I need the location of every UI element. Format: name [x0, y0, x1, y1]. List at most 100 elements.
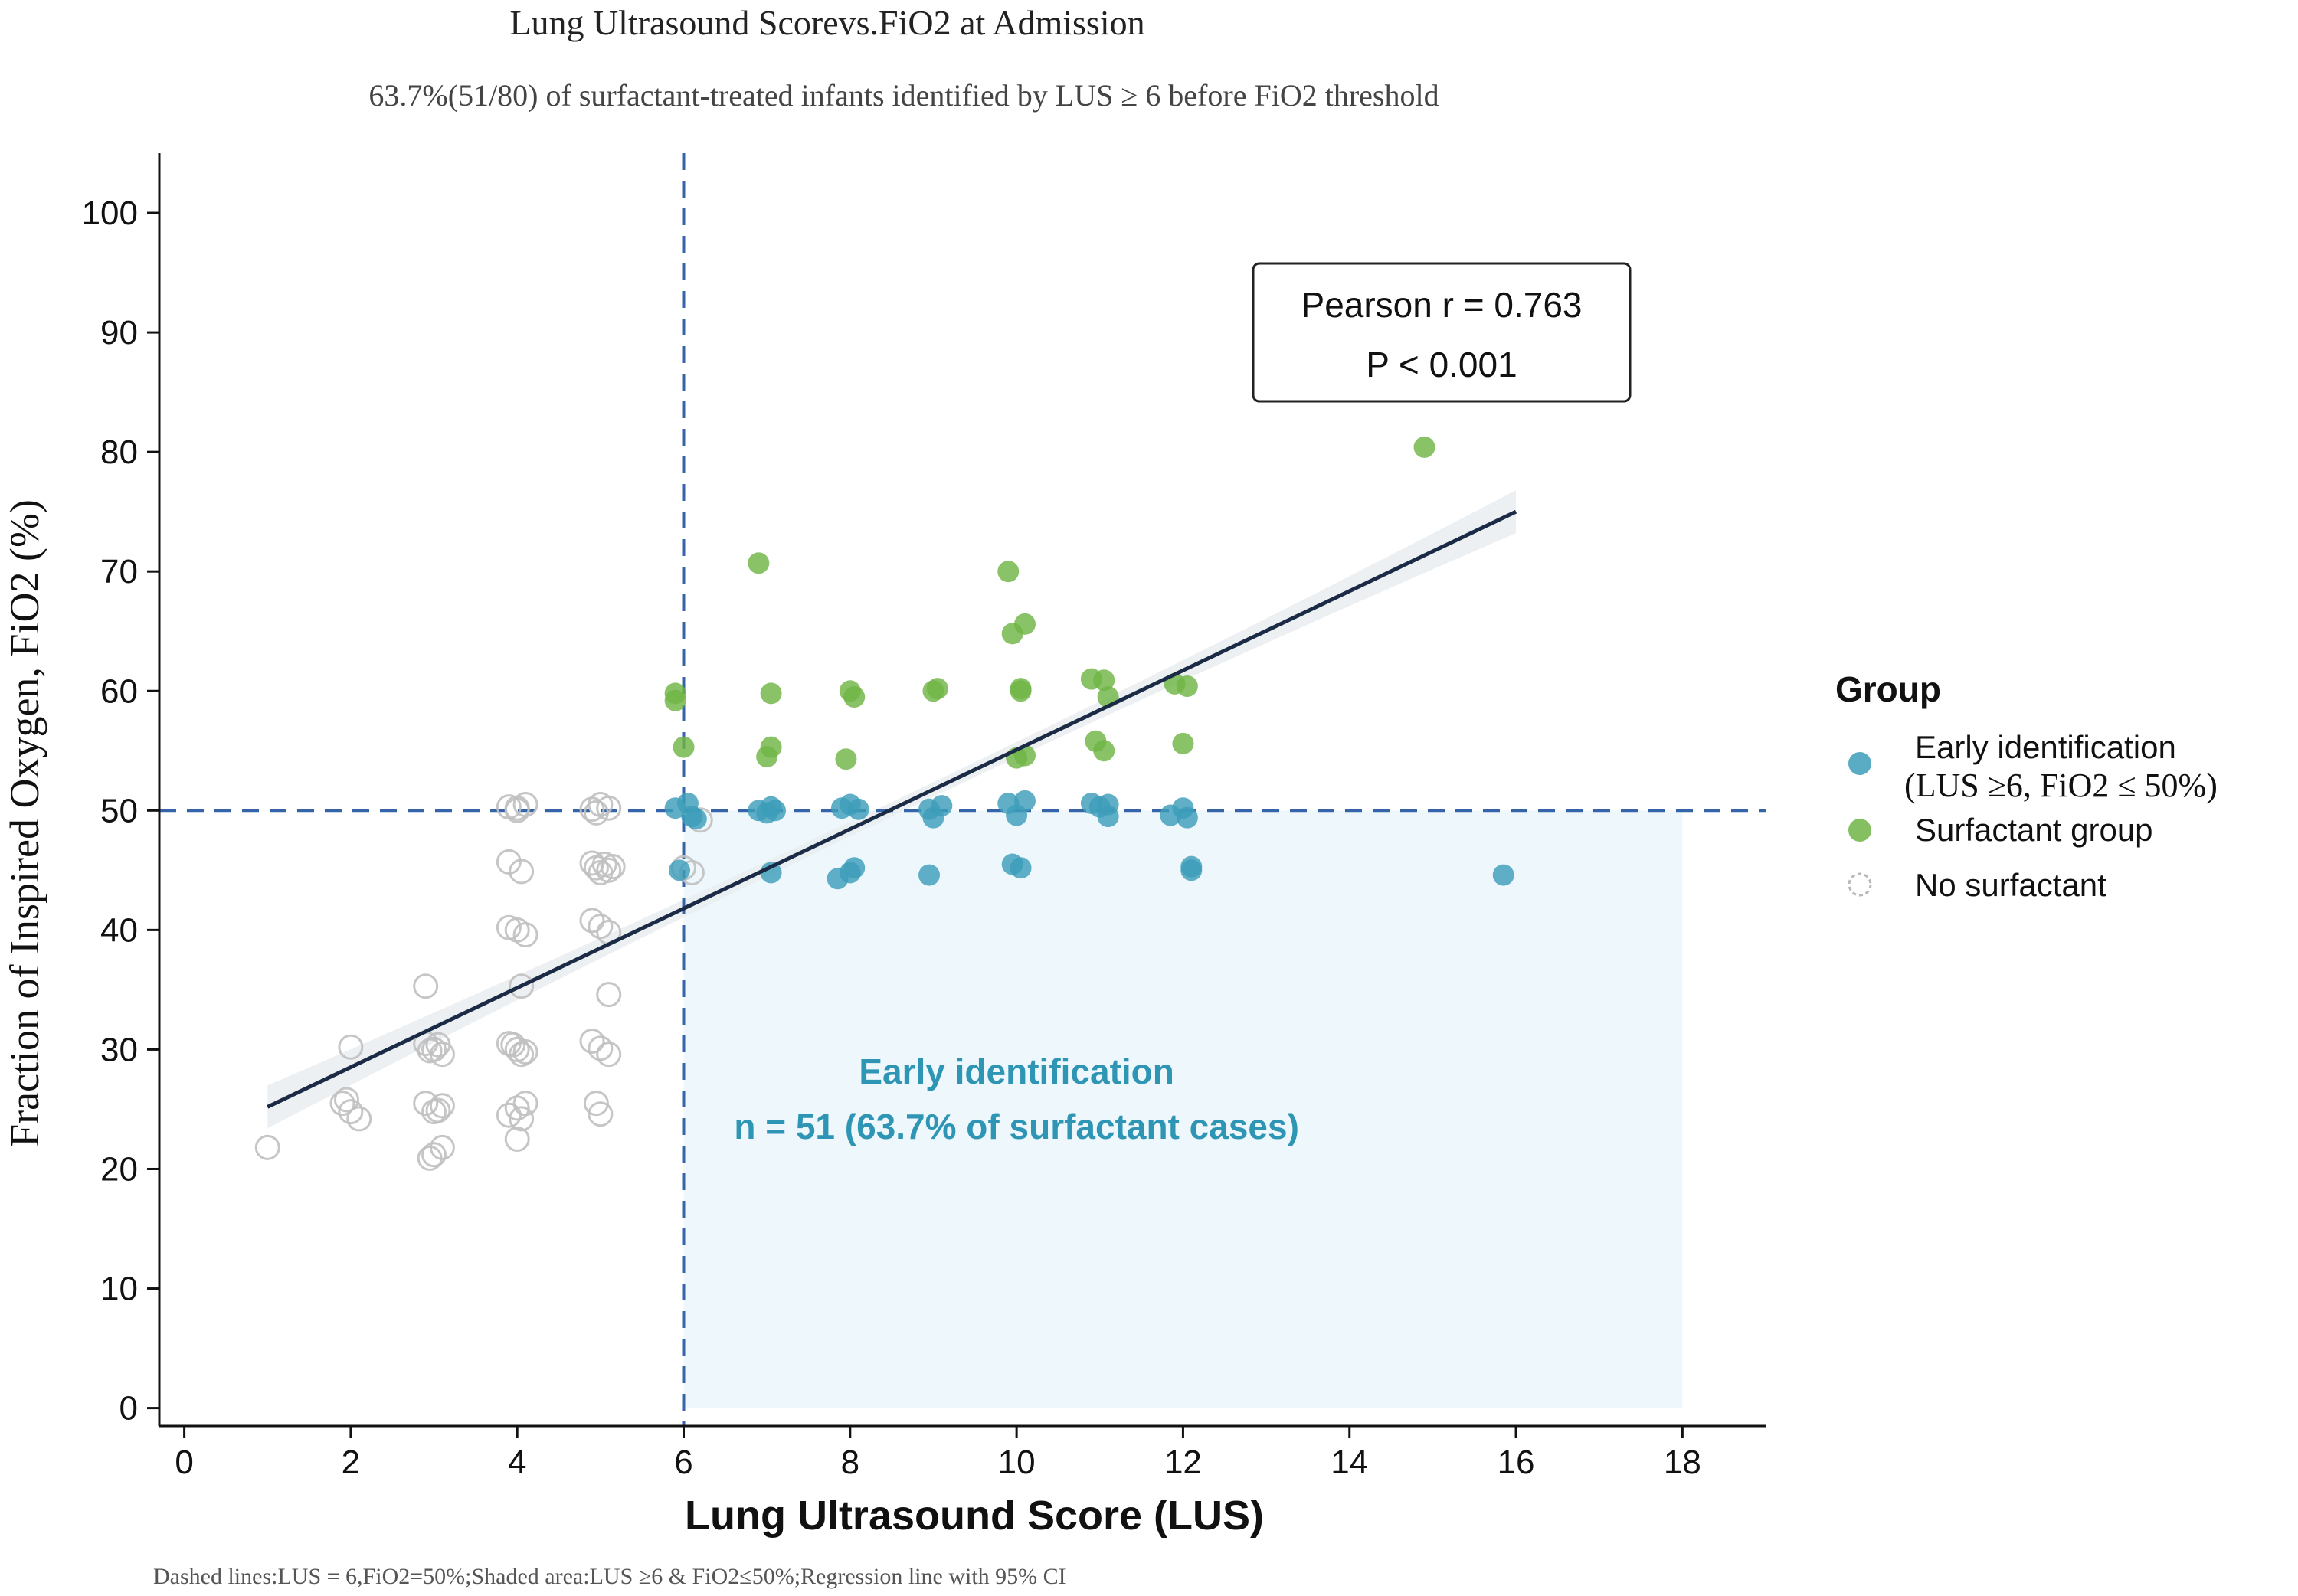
point-no-surfactant [596, 857, 622, 883]
y-tick-label: 30 [100, 1031, 138, 1068]
x-tick-label: 4 [508, 1444, 526, 1481]
x-tick-label: 2 [342, 1444, 360, 1481]
point-no-surfactant [254, 1134, 280, 1160]
point-no-surfactant [509, 1042, 535, 1068]
x-tick-label: 6 [674, 1444, 692, 1481]
point-surfactant-group [1093, 740, 1115, 762]
legend-item-early-identification: Early identification (LUS ≥6, FiO2 ≤ 50%… [1848, 729, 2218, 804]
chart-title: Lung Ultrasound Scorevs.FiO2 at Admissio… [509, 3, 1144, 42]
point-no-surfactant [500, 1032, 526, 1058]
point-no-surfactant [417, 1145, 443, 1171]
point-early-identification [843, 857, 866, 879]
point-surfactant-group [926, 678, 948, 700]
early-identification-annotation: Early identification n = 51 (63.7% of su… [734, 1051, 1299, 1146]
y-tick-label: 80 [100, 433, 138, 471]
point-early-identification [1176, 806, 1198, 829]
point-no-surfactant [413, 973, 439, 999]
point-no-surfactant [421, 1142, 447, 1168]
point-early-identification [1492, 864, 1514, 886]
stats-box: Pearson r = 0.763 P < 0.001 [1252, 262, 1632, 403]
point-surfactant-group [1093, 669, 1115, 692]
y-axis-label: Fraction of Inspired Oxygen, FiO2 (%) [2, 499, 47, 1147]
stats-p-value: P < 0.001 [1366, 345, 1517, 384]
point-no-surfactant [504, 797, 530, 823]
point-no-surfactant [429, 1093, 455, 1119]
point-early-identification [764, 800, 787, 822]
point-early-identification [1013, 790, 1036, 812]
point-surfactant-group [843, 686, 866, 708]
point-no-surfactant [583, 1091, 609, 1117]
point-no-surfactant [504, 917, 530, 943]
point-early-identification [931, 795, 953, 817]
point-no-surfactant [509, 1106, 535, 1132]
chart-subtitle: 63.7%(51/80) of surfactant-treated infan… [368, 78, 1439, 113]
shaded-early-region [683, 810, 1683, 1408]
point-surfactant-group [997, 561, 1020, 583]
point-surfactant-group [1413, 436, 1435, 458]
y-tick-label: 40 [100, 911, 138, 949]
point-no-surfactant [579, 850, 605, 876]
legend-marker-surfactant [1848, 819, 1871, 842]
point-surfactant-group [748, 552, 770, 574]
point-no-surfactant [512, 1039, 538, 1065]
point-no-surfactant [333, 1087, 359, 1113]
legend-label-surfactant: Surfactant group [1915, 812, 2153, 848]
point-no-surfactant [596, 795, 622, 821]
y-tick-label: 90 [100, 314, 138, 352]
point-surfactant-group [1013, 613, 1036, 635]
annotation-count: n = 51 (63.7% of surfactant cases) [734, 1107, 1299, 1146]
point-no-surfactant [425, 1032, 451, 1058]
point-no-surfactant [425, 1097, 451, 1123]
y-tick-label: 20 [100, 1150, 138, 1188]
point-no-surfactant [588, 1035, 614, 1061]
point-early-identification [1180, 859, 1203, 881]
legend-title: Group [1835, 669, 1941, 709]
point-surfactant-group [756, 746, 778, 768]
legend-label-early-line2: (LUS ≥6, FiO2 ≤ 50%) [1904, 767, 2218, 804]
point-early-identification [827, 868, 849, 890]
x-tick-label: 0 [175, 1444, 193, 1481]
point-no-surfactant [338, 1099, 364, 1125]
point-no-surfactant [329, 1091, 355, 1117]
point-no-surfactant [512, 1091, 538, 1117]
point-no-surfactant [600, 854, 626, 880]
point-no-surfactant [496, 1102, 522, 1128]
y-tick-label: 0 [119, 1390, 138, 1428]
point-early-identification [685, 808, 707, 830]
point-early-identification [918, 864, 941, 886]
point-no-surfactant [346, 1106, 372, 1132]
x-tick-label: 10 [998, 1444, 1036, 1481]
point-surfactant-group [760, 682, 782, 705]
annotation-title: Early identification [859, 1051, 1174, 1091]
point-no-surfactant [512, 922, 538, 948]
legend: Group Early identification (LUS ≥6, FiO2… [1835, 669, 2218, 903]
x-axis-label: Lung Ultrasound Score (LUS) [685, 1493, 1264, 1539]
y-tick-label: 10 [100, 1271, 138, 1308]
legend-marker-no-surfactant [1848, 872, 1872, 897]
point-no-surfactant [588, 914, 614, 940]
y-tick-label: 100 [82, 195, 138, 232]
point-early-identification [1097, 793, 1119, 816]
regression-line [267, 509, 1517, 1109]
point-no-surfactant [504, 1126, 530, 1152]
point-no-surfactant [596, 1042, 622, 1068]
legend-item-surfactant: Surfactant group [1848, 812, 2153, 848]
point-surfactant-group [673, 736, 695, 758]
chart-caption: Dashed lines:LUS = 6,FiO2=50%;Shaded are… [153, 1564, 1066, 1589]
y-tick-label: 60 [100, 672, 138, 710]
point-surfactant-group [835, 748, 857, 770]
x-tick-label: 14 [1331, 1444, 1368, 1481]
legend-item-no-surfactant: No surfactant [1848, 867, 2106, 903]
point-no-surfactant [579, 1028, 605, 1054]
point-early-identification [847, 798, 869, 820]
stats-box-frame [1252, 262, 1632, 403]
point-early-identification [669, 859, 691, 881]
point-surfactant-group [1010, 680, 1032, 702]
legend-label-early-line1: Early identification [1915, 729, 2176, 765]
point-no-surfactant [509, 859, 535, 885]
legend-marker-early [1848, 752, 1871, 775]
point-no-surfactant [596, 982, 622, 1008]
x-tick-label: 8 [841, 1444, 859, 1481]
point-no-surfactant [509, 973, 535, 999]
